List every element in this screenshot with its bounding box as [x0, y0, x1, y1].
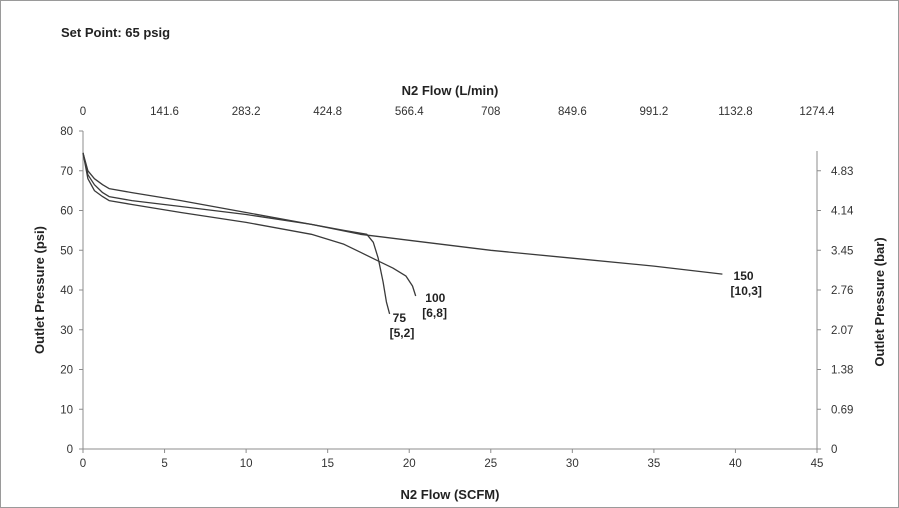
- x2-axis-title: N2 Flow (L/min): [402, 83, 499, 98]
- x2-tick-label: 849.6: [558, 106, 587, 118]
- x2-tick-label: 1274.4: [799, 106, 835, 118]
- series-label-line: 100: [425, 291, 445, 305]
- series-label-line: [6,8]: [422, 306, 447, 320]
- y2-tick-label: 2.76: [831, 285, 853, 297]
- y-axis-title: Outlet Pressure (psi): [32, 226, 47, 354]
- x-tick-label: 35: [647, 458, 660, 470]
- series-label-2: 100 [6,8]: [422, 291, 447, 320]
- y-tick-label: 60: [60, 206, 73, 218]
- series-line-1: [83, 153, 390, 314]
- y-tick-label: 10: [60, 404, 73, 416]
- x-tick-label: 40: [729, 458, 742, 470]
- y2-tick-label: 2.07: [831, 325, 853, 337]
- y-tick-label: 0: [67, 444, 73, 456]
- x-tick-label: 0: [80, 458, 86, 470]
- x2-tick-label: 424.8: [313, 106, 342, 118]
- x-tick-label: 10: [240, 458, 253, 470]
- x-tick-label: 20: [403, 458, 416, 470]
- y2-axis-title: Outlet Pressure (bar): [872, 237, 887, 366]
- y2-tick-label: 0.69: [831, 404, 853, 416]
- series-line-3: [83, 153, 722, 274]
- y2-tick-label: 3.45: [831, 245, 853, 257]
- series-line-2: [83, 153, 416, 296]
- x2-tick-label: 141.6: [150, 106, 179, 118]
- y2-tick-label: 4.14: [831, 206, 854, 218]
- x2-tick-label: 566.4: [395, 106, 424, 118]
- series-label-1: 75 [5,2]: [390, 311, 415, 340]
- series-label-line: [5,2]: [390, 326, 415, 340]
- x2-tick-label: 708: [481, 106, 500, 118]
- y-tick-label: 70: [60, 166, 73, 178]
- series-label-line: 150: [734, 269, 754, 283]
- x-tick-label: 15: [321, 458, 334, 470]
- x-tick-label: 45: [811, 458, 824, 470]
- y-tick-label: 30: [60, 325, 73, 337]
- x-tick-label: 30: [566, 458, 579, 470]
- series-label-line: [10,3]: [731, 284, 762, 298]
- series-label-3: 150 [10,3]: [731, 269, 762, 298]
- y2-tick-label: 1.38: [831, 365, 853, 377]
- y-tick-label: 20: [60, 365, 73, 377]
- x-axis-title: N2 Flow (SCFM): [401, 487, 500, 502]
- series-label-line: 75: [393, 311, 407, 325]
- y-tick-label: 50: [60, 245, 73, 257]
- x-tick-label: 5: [161, 458, 167, 470]
- y2-tick-label: 0: [831, 444, 837, 456]
- x-tick-label: 25: [484, 458, 497, 470]
- x2-tick-label: 0: [80, 106, 86, 118]
- x2-tick-label: 283.2: [232, 106, 261, 118]
- y-tick-label: 80: [60, 126, 73, 138]
- y-tick-label: 40: [60, 285, 73, 297]
- y2-tick-label: 4.83: [831, 166, 853, 178]
- x2-tick-label: 1132.8: [718, 106, 752, 118]
- x2-tick-label: 991.2: [639, 106, 668, 118]
